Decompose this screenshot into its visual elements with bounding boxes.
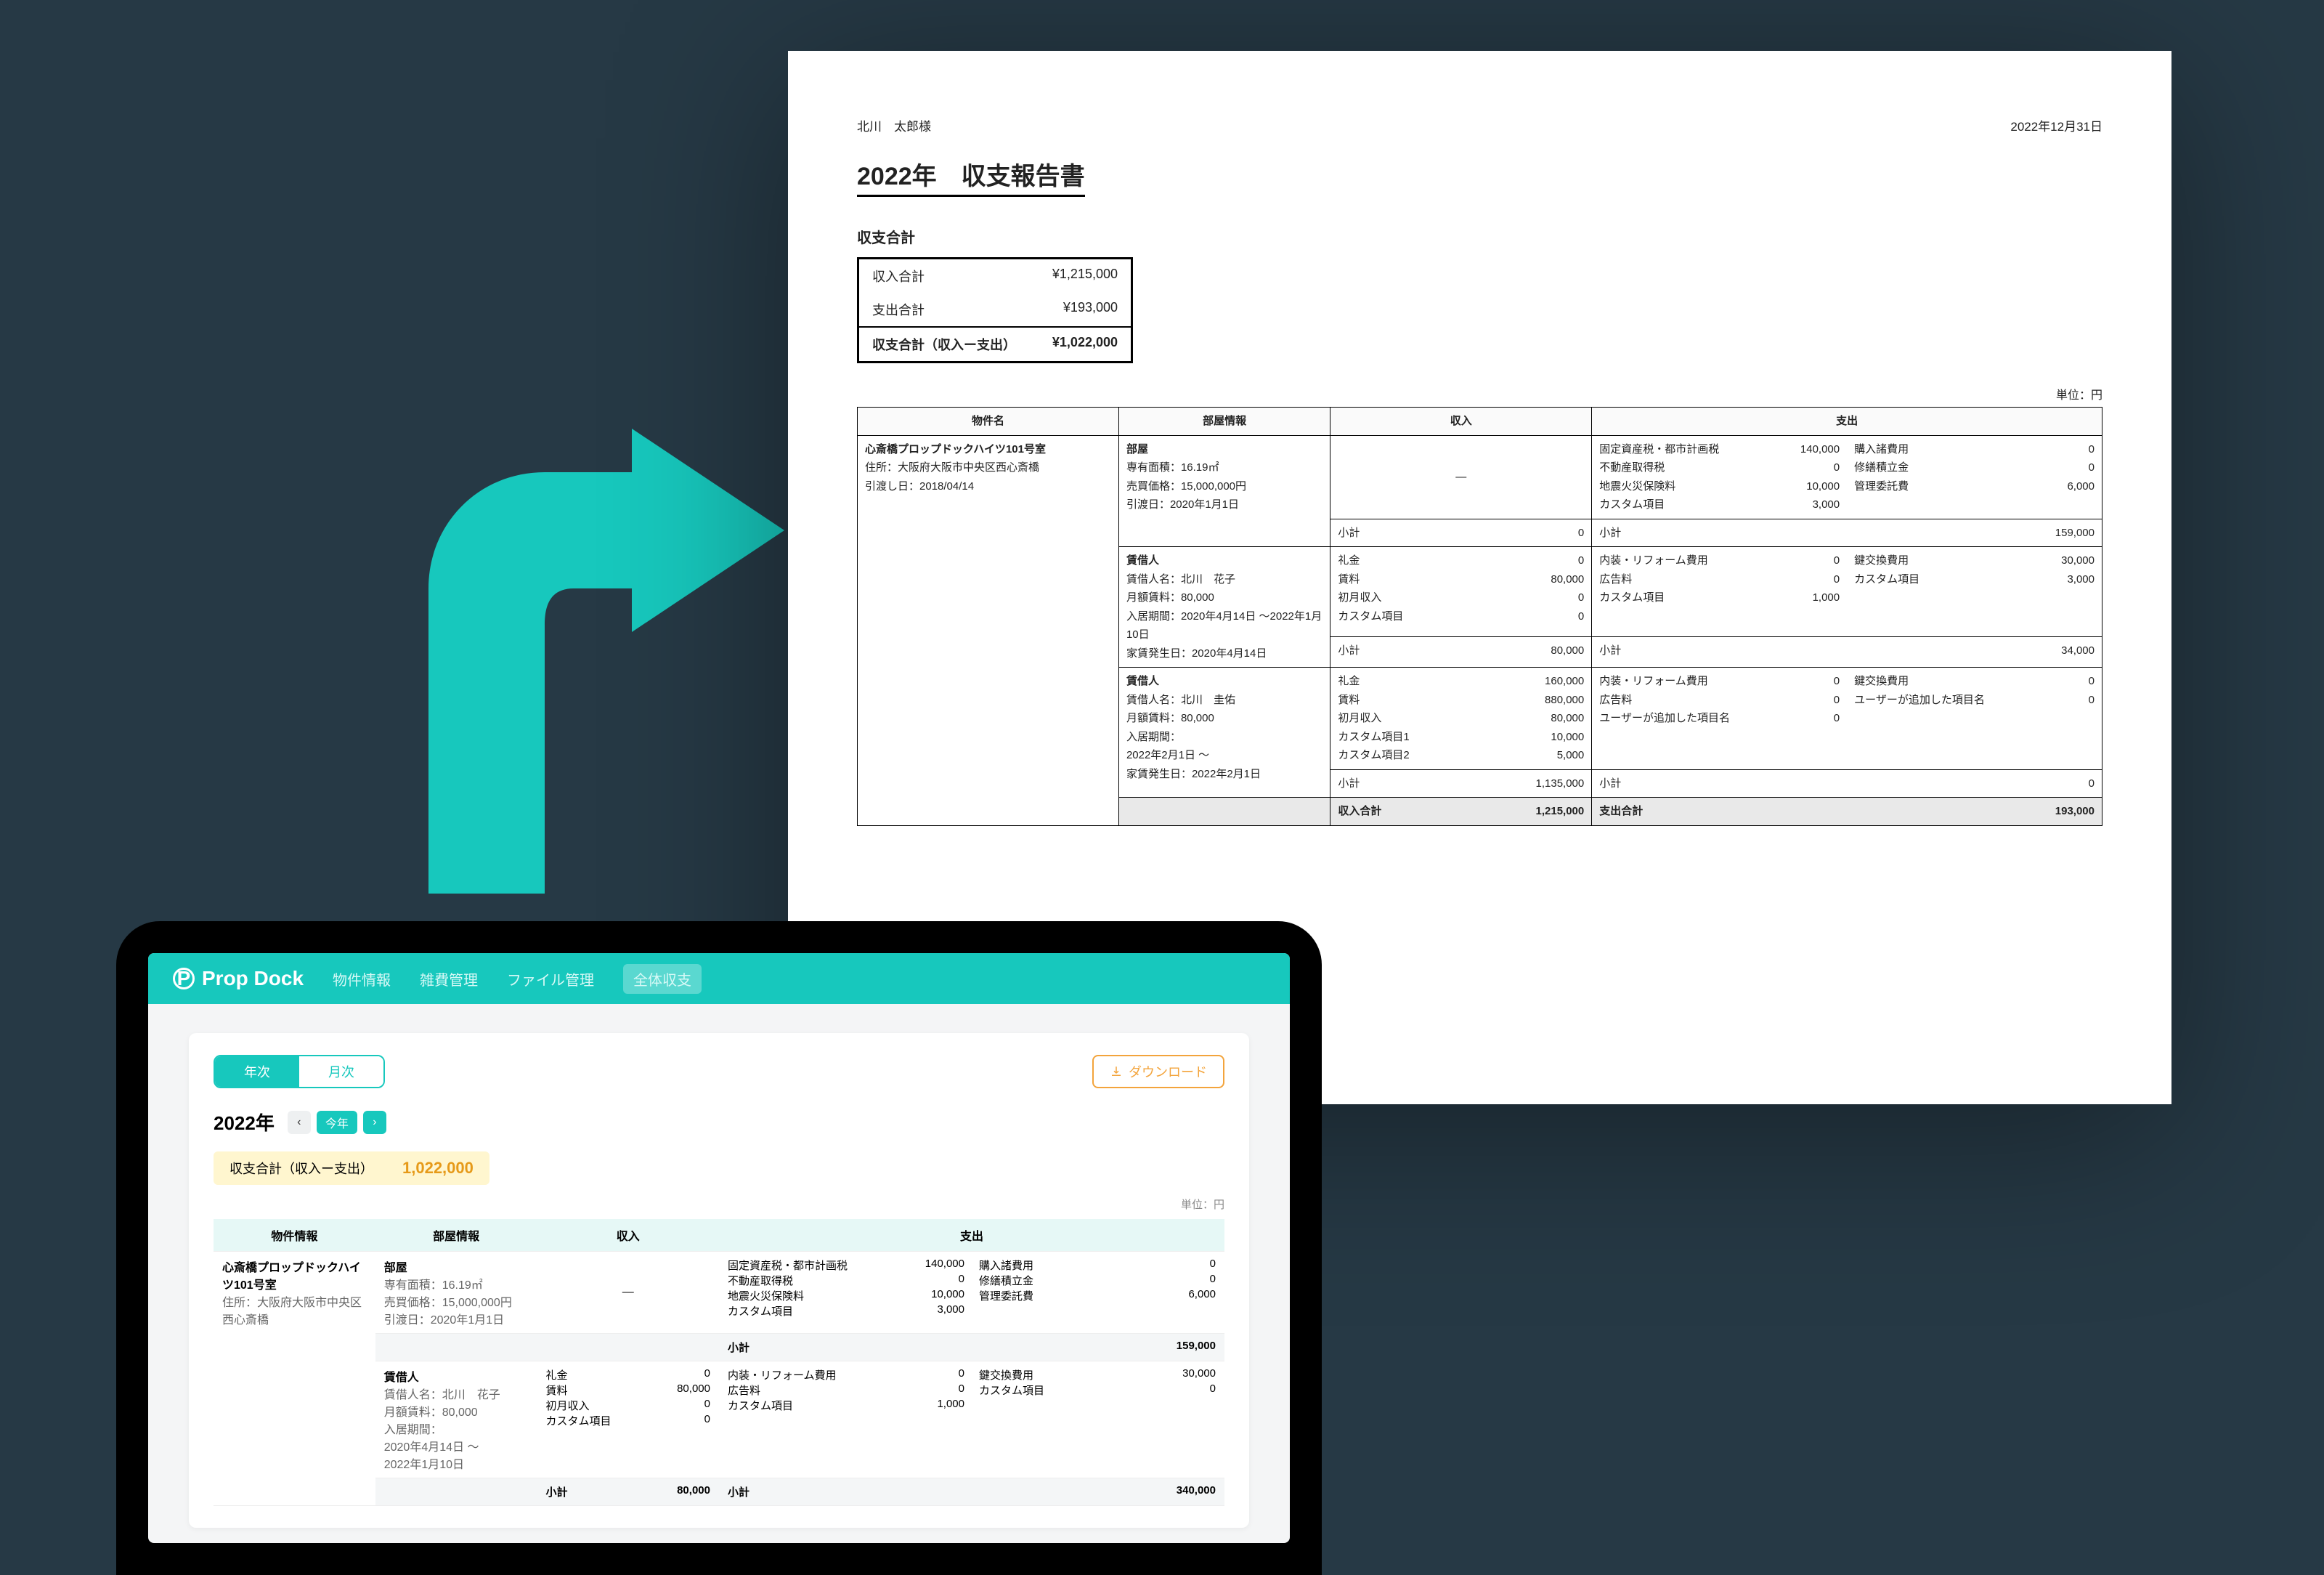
toggle-monthly[interactable]: 月次 [299, 1056, 383, 1087]
summary-income-label: 収入合計 [872, 267, 925, 286]
laptop-frame: P Prop Dock 物件情報 雑費管理 ファイル管理 全体収支 年次 月次 … [116, 921, 1322, 1575]
kv-row: 固定資産税・都市計画税140,000 [1599, 440, 1840, 459]
kv-row: 広告料0 [1599, 570, 1840, 589]
kv-row: カスタム項目25,000 [1338, 746, 1584, 765]
kv-row: 内装・リフォーム費用0 [728, 1367, 964, 1382]
kv-row: 礼金0 [1338, 551, 1584, 570]
download-button[interactable]: ダウンロード [1092, 1055, 1224, 1088]
app-header: P Prop Dock 物件情報 雑費管理 ファイル管理 全体収支 [148, 953, 1290, 1004]
col-property: 物件名 [858, 408, 1119, 436]
summary-box: 収入合計 ¥1,215,000 支出合計 ¥193,000 収支合計（収入ー支出） ¥… [857, 257, 1133, 363]
summary-net-label: 収支合計（収入ー支出） [872, 335, 1016, 354]
nav-expenses[interactable]: 雑費管理 [420, 968, 478, 989]
net-total-value: 1,022,000 [402, 1159, 474, 1178]
next-year-button[interactable]: › [363, 1111, 386, 1134]
kv-row: カスタム項目0 [545, 1413, 710, 1428]
property-name: 心斎橋プロップドックハイツ101号室 [865, 440, 1111, 459]
nav-files[interactable]: ファイル管理 [507, 968, 594, 989]
net-total-label: 収支合計（収入ー支出） [229, 1159, 373, 1178]
main-card: 年次 月次 ダウンロード 2022年 ‹ 今年 › [189, 1033, 1249, 1528]
kv-row: 広告料0 [728, 1382, 964, 1398]
summary-net-value: ¥1,022,000 [1052, 335, 1118, 354]
kv-row: ユーザーが追加した項目名0 [1854, 691, 2095, 710]
prev-year-button[interactable]: ‹ [288, 1111, 311, 1134]
kv-row: 内装・リフォーム費用0 [1599, 672, 1840, 691]
kv-row: 地震火災保険料10,000 [1599, 477, 1840, 496]
kv-row: ユーザーが追加した項目名0 [1599, 709, 1840, 728]
kv-row: カスタム項目3,000 [728, 1303, 964, 1319]
kv-row: 礼金160,000 [1338, 672, 1584, 691]
kv-row: 地震火災保険料10,000 [728, 1288, 964, 1303]
income-dash: — [1330, 435, 1592, 519]
logo-icon: P [173, 968, 195, 989]
room-header: 部屋 [1126, 440, 1323, 459]
app-screen: P Prop Dock 物件情報 雑費管理 ファイル管理 全体収支 年次 月次 … [148, 953, 1290, 1543]
unit-label: 単位：円 [857, 385, 2102, 402]
kv-row: 修繕積立金0 [1854, 458, 2095, 477]
summary-expense-label: 支出合計 [872, 300, 925, 319]
detail-table: 物件名 部屋情報 収入 支出 心斎橋プロップドックハイツ101号室 住所：大阪府… [857, 407, 2102, 826]
kv-row: カスタム項目3,000 [1599, 495, 1840, 514]
kv-row: 内装・リフォーム費用0 [1599, 551, 1840, 570]
app-unit-label: 単位：円 [214, 1197, 1224, 1212]
toggle-yearly[interactable]: 年次 [215, 1056, 299, 1087]
kv-row: 管理委託費6,000 [1854, 477, 2095, 496]
kv-row: 賃料880,000 [1338, 691, 1584, 710]
summary-income-value: ¥1,215,000 [1052, 267, 1118, 286]
brand-text: Prop Dock [202, 967, 304, 990]
nav-property[interactable]: 物件情報 [333, 968, 391, 989]
year-stepper: ‹ 今年 › [288, 1111, 386, 1134]
report-title: 2022年 収支報告書 [857, 156, 1085, 197]
kv-row: カスタム項目3,000 [1854, 570, 2095, 589]
kv-row: 修繕積立金0 [979, 1273, 1216, 1288]
this-year-button[interactable]: 今年 [317, 1111, 357, 1134]
kv-row: 広告料0 [1599, 691, 1840, 710]
download-icon [1110, 1065, 1123, 1078]
col-expense: 支出 [1592, 408, 2102, 436]
kv-row: 管理委託費6,000 [979, 1288, 1216, 1303]
kv-row: 不動産取得税0 [1599, 458, 1840, 477]
kv-row: カスタム項目1,000 [1599, 588, 1840, 607]
app-col-expense: 支出 [719, 1219, 1224, 1252]
app-col-room: 部屋情報 [375, 1219, 537, 1252]
app-col-property: 物件情報 [214, 1219, 375, 1252]
app-detail-table: 物件情報 部屋情報 収入 支出 心斎橋プロップドックハイツ101号室 住所：大阪… [214, 1219, 1224, 1506]
app-col-income: 収入 [537, 1219, 719, 1252]
kv-row: 購入諸費用0 [979, 1258, 1216, 1273]
kv-row: カスタム項目0 [979, 1382, 1216, 1398]
nav-overall[interactable]: 全体収支 [623, 964, 702, 994]
kv-row: 賃料80,000 [545, 1382, 710, 1398]
current-year: 2022年 [214, 1109, 275, 1135]
app-property-name: 心斎橋プロップドックハイツ101号室 [222, 1258, 367, 1292]
kv-row: カスタム項目0 [1338, 607, 1584, 626]
kv-row: カスタム項目1,000 [728, 1398, 964, 1413]
kv-row: 固定資産税・都市計画税140,000 [728, 1258, 964, 1273]
arrow-icon [385, 429, 784, 894]
col-room: 部屋情報 [1118, 408, 1330, 436]
period-toggle: 年次 月次 [214, 1055, 385, 1088]
summary-expense-value: ¥193,000 [1063, 300, 1118, 319]
kv-row: 鍵交換費用0 [1854, 672, 2095, 691]
report-date: 2022年12月31日 [2010, 116, 2102, 134]
kv-row: 初月収入0 [545, 1398, 710, 1413]
report-recipient: 北川 太郎様 [857, 116, 931, 134]
summary-heading: 収支合計 [857, 226, 2102, 247]
kv-row: 賃料80,000 [1338, 570, 1584, 589]
col-income: 収入 [1330, 408, 1592, 436]
kv-row: 初月収入0 [1338, 588, 1584, 607]
kv-row: 鍵交換費用30,000 [979, 1367, 1216, 1382]
kv-row: カスタム項目110,000 [1338, 728, 1584, 747]
kv-row: 初月収入80,000 [1338, 709, 1584, 728]
kv-row: 購入諸費用0 [1854, 440, 2095, 459]
kv-row: 不動産取得税0 [728, 1273, 964, 1288]
app-brand[interactable]: P Prop Dock [173, 967, 304, 990]
kv-row: 礼金0 [545, 1367, 710, 1382]
kv-row: 鍵交換費用30,000 [1854, 551, 2095, 570]
net-total-pill: 収支合計（収入ー支出） 1,022,000 [214, 1151, 489, 1185]
